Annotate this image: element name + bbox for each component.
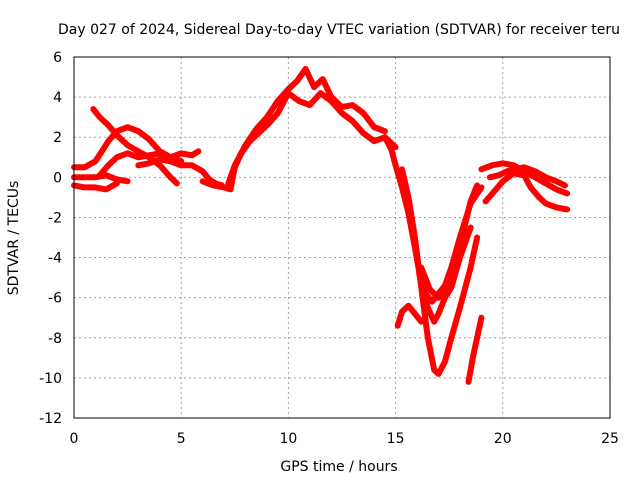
y-axis-label: SDTVAR / TECUs bbox=[6, 181, 22, 296]
y-tick-label: 0 bbox=[53, 170, 62, 186]
y-tick-label: 4 bbox=[53, 90, 62, 106]
x-tick-label: 25 bbox=[601, 431, 619, 447]
series-line bbox=[482, 170, 571, 213]
y-tick-label: -12 bbox=[39, 411, 62, 427]
y-tick-label: 2 bbox=[53, 130, 62, 146]
x-tick-labels: 0 5 10 15 20 25 bbox=[70, 431, 619, 447]
series-line bbox=[478, 160, 571, 197]
y-tick-label: -10 bbox=[39, 371, 62, 387]
series-line bbox=[71, 180, 120, 193]
y-tick-labels: -12 -10 -8 -6 -4 -2 0 2 4 6 bbox=[39, 50, 62, 427]
y-tick-label: -6 bbox=[48, 291, 62, 307]
x-tick-label: 5 bbox=[177, 431, 186, 447]
series-line bbox=[90, 106, 180, 187]
series-line bbox=[465, 314, 485, 385]
y-tick-label: -8 bbox=[48, 331, 62, 347]
chart-title: Day 027 of 2024, Sidereal Day-to-day VTE… bbox=[58, 22, 620, 38]
y-tick-label: 6 bbox=[53, 50, 62, 66]
x-axis-label: GPS time / hours bbox=[280, 459, 397, 475]
x-tick-label: 10 bbox=[279, 431, 297, 447]
series-line bbox=[394, 302, 425, 329]
series-line bbox=[225, 66, 388, 187]
series-line bbox=[418, 182, 481, 301]
series-group bbox=[71, 66, 571, 385]
y-tick-label: -4 bbox=[48, 251, 62, 267]
x-tick-label: 0 bbox=[70, 431, 79, 447]
series-line bbox=[96, 148, 202, 179]
series-line bbox=[135, 156, 225, 189]
y-tick-label: -2 bbox=[48, 210, 62, 226]
series-line bbox=[399, 166, 481, 377]
plot-frame bbox=[73, 56, 611, 419]
x-tick-label: 20 bbox=[494, 431, 512, 447]
x-tick-label: 15 bbox=[387, 431, 405, 447]
series-line bbox=[486, 164, 568, 189]
